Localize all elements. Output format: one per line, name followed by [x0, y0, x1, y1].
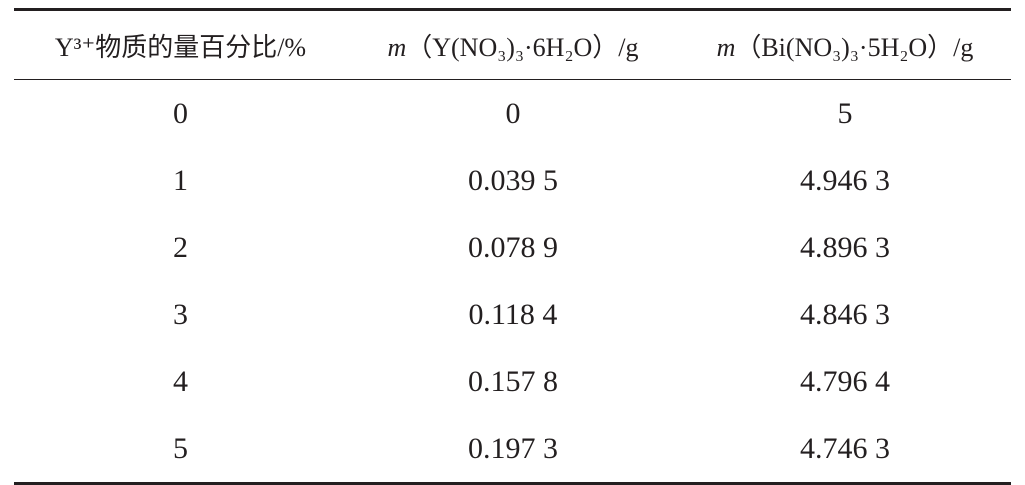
table-cell: 2 — [173, 230, 188, 264]
table-body: 0 0 5 1 0.039 5 4.946 3 2 0.078 9 4.896 3 3 0.118 … — [14, 80, 1011, 484]
table-row: 3 0.118 4 4.846 3 — [14, 281, 1011, 348]
table-cell: 4 — [173, 364, 188, 398]
table-cell: 3 — [173, 297, 188, 331]
table-cell: 0.118 4 — [468, 297, 558, 331]
table-cell: 4.796 4 — [800, 364, 890, 398]
table-cell: 4.896 3 — [800, 230, 890, 264]
table-row: 0 0 5 — [14, 80, 1011, 148]
table-cell: 0 — [173, 96, 188, 130]
header-cell: m（Y(NO₃)₃·6H₂O）/g — [347, 10, 679, 80]
table-row: 2 0.078 9 4.896 3 — [14, 214, 1011, 281]
table-wrap: Y³⁺物质的量百分比/% m（Y(NO₃)₃·6H₂O）/g m（Bi(NO₃)₃·… — [14, 8, 1011, 485]
header-symbol: m — [387, 32, 407, 62]
table-cell: 4.746 3 — [800, 431, 890, 465]
header-cell: m（Bi(NO₃)₃·5H₂O）/g — [679, 10, 1011, 80]
table-row: 1 0.039 5 4.946 3 — [14, 147, 1011, 214]
table-cell: 4.846 3 — [800, 297, 890, 331]
header-text: Y³⁺物质的量百分比/% — [54, 32, 307, 62]
table-cell: 0.197 3 — [468, 431, 558, 465]
header-symbol: m — [716, 32, 736, 62]
header-row: Y³⁺物质的量百分比/% m（Y(NO₃)₃·6H₂O）/g m（Bi(NO₃)₃·… — [14, 9, 1011, 80]
table-cell: 1 — [173, 163, 188, 197]
header-text: （Bi(NO₃)₃·5H₂O）/g — [735, 32, 974, 62]
table-cell: 5 — [837, 96, 853, 130]
header-text: （Y(NO₃)₃·6H₂O）/g — [406, 32, 639, 62]
table-cell: 5 — [173, 431, 188, 465]
table-cell: 0.157 8 — [468, 364, 558, 398]
table-cell: 0 — [505, 96, 521, 130]
table-row: 4 0.157 8 4.796 4 — [14, 348, 1011, 415]
table-head: Y³⁺物质的量百分比/% m（Y(NO₃)₃·6H₂O）/g m（Bi(NO₃)₃·… — [14, 9, 1011, 80]
table-cell: 0.039 5 — [468, 163, 558, 197]
data-table: Y³⁺物质的量百分比/% m（Y(NO₃)₃·6H₂O）/g m（Bi(NO₃)₃·… — [14, 8, 1011, 485]
header-cell: Y³⁺物质的量百分比/% — [14, 10, 347, 80]
table-row: 5 0.197 3 4.746 3 — [14, 415, 1011, 484]
table-cell: 4.946 3 — [800, 163, 890, 197]
table-cell: 0.078 9 — [468, 230, 558, 264]
